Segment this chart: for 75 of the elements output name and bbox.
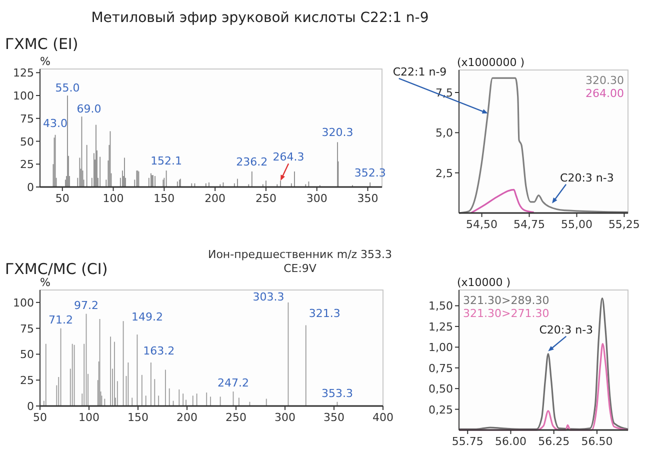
annotation: 247.2 [218, 376, 250, 390]
y-tick-label: 125 [13, 66, 34, 80]
y-tick-label: 0,50 [428, 382, 453, 396]
y-tick-label: 75 [20, 322, 34, 336]
x-tick-label: 200 [176, 411, 198, 424]
text: 320.30 [586, 74, 624, 87]
x-tick-label: 350 [324, 411, 344, 424]
text: CE:9V [284, 262, 317, 275]
y-axis-title: (x1000000 ) [457, 56, 525, 69]
annotation: C22:1 n-9 [392, 65, 447, 78]
annotation: 97.2 [74, 298, 99, 312]
x-tick-label: 54,75 [514, 218, 546, 231]
x-tick-label: 400 [372, 411, 394, 424]
x-tick-label: 300 [306, 192, 328, 205]
y-tick-label: 100 [13, 90, 34, 103]
y-tick-label: 1,25 [428, 320, 453, 334]
y-tick-label: 5,0 [436, 126, 453, 140]
y-axis-title: % [40, 55, 50, 68]
y-tick-label: 1,00 [428, 341, 453, 354]
y-tick-label: 0 [27, 400, 34, 413]
y-tick-label: 100 [13, 296, 34, 310]
annotation: 55.0 [55, 82, 80, 95]
y-tick-label: 50 [20, 348, 34, 362]
y-tick-label: 25 [20, 158, 34, 172]
chart-title: Метиловый эфир эруковой кислоты C22:1 n-9 [91, 10, 429, 26]
annotation: 152.1 [150, 154, 182, 168]
y-tick-label: 50 [20, 135, 34, 148]
x-tick-label: 56.00 [494, 435, 526, 448]
x-tick-label: 250 [226, 411, 246, 424]
y-tick-label: 1,50 [428, 300, 453, 313]
x-tick-label: 150 [128, 411, 148, 424]
y-axis-title: (x10000 ) [457, 276, 511, 289]
x-tick-label: 350 [357, 192, 378, 205]
annotation: 352.3 [354, 166, 386, 180]
annotation: 321.3 [308, 307, 340, 320]
text: 321.30>271.30 [463, 307, 550, 320]
x-tick-label: 50 [55, 192, 70, 205]
x-tick-label: 100 [102, 192, 124, 205]
annotation: 320.3 [322, 126, 354, 140]
annotation: 149.2 [131, 310, 163, 324]
annotation: 69.0 [76, 102, 102, 116]
x-tick-label: 150 [154, 192, 175, 205]
annotation: C20:3 n-3 [539, 323, 594, 336]
annotation: 353.3 [321, 386, 353, 400]
annotation: 163.2 [143, 344, 175, 358]
y-tick-label: 2,5 [436, 166, 453, 180]
text: Ион-предшественник m/z 353.3 [208, 248, 392, 261]
x-tick-label: 55,00 [560, 218, 592, 231]
chart-subtitle: ГХМС/МС (CI) [5, 260, 108, 278]
x-tick-label: 100 [78, 411, 100, 424]
x-tick-label: 300 [274, 411, 296, 424]
annotation: C20:3 n-3 [560, 171, 614, 184]
y-tick-label: 25 [20, 374, 34, 388]
annotation: 43.0 [43, 116, 68, 130]
annotation: 71.2 [48, 313, 74, 326]
text: 264.00 [586, 87, 624, 100]
text: 321.30>289.30 [463, 294, 550, 307]
x-tick-label: 56.50 [581, 435, 613, 448]
annotation: 236.2 [236, 155, 268, 168]
x-tick-label: 250 [255, 192, 276, 205]
x-tick-label: 55.75 [452, 435, 484, 448]
annotation: 303.3 [252, 290, 284, 304]
y-tick-label: 0 [27, 181, 34, 194]
annotation: 264.3 [272, 150, 304, 164]
x-tick-label: 200 [204, 192, 226, 205]
y-tick-label: 7,5 [436, 86, 453, 100]
y-tick-label: 0,75 [428, 362, 453, 375]
x-tick-label: 55,25 [608, 218, 640, 231]
y-tick-label: 75 [20, 112, 34, 126]
chart-subtitle: ГХМС (EI) [5, 35, 78, 53]
x-tick-label: 56.25 [538, 435, 570, 448]
y-tick-label: 0,25 [428, 403, 453, 416]
x-tick-label: 54,50 [466, 218, 498, 231]
y-axis-title: % [40, 276, 50, 289]
line-series [470, 188, 535, 214]
